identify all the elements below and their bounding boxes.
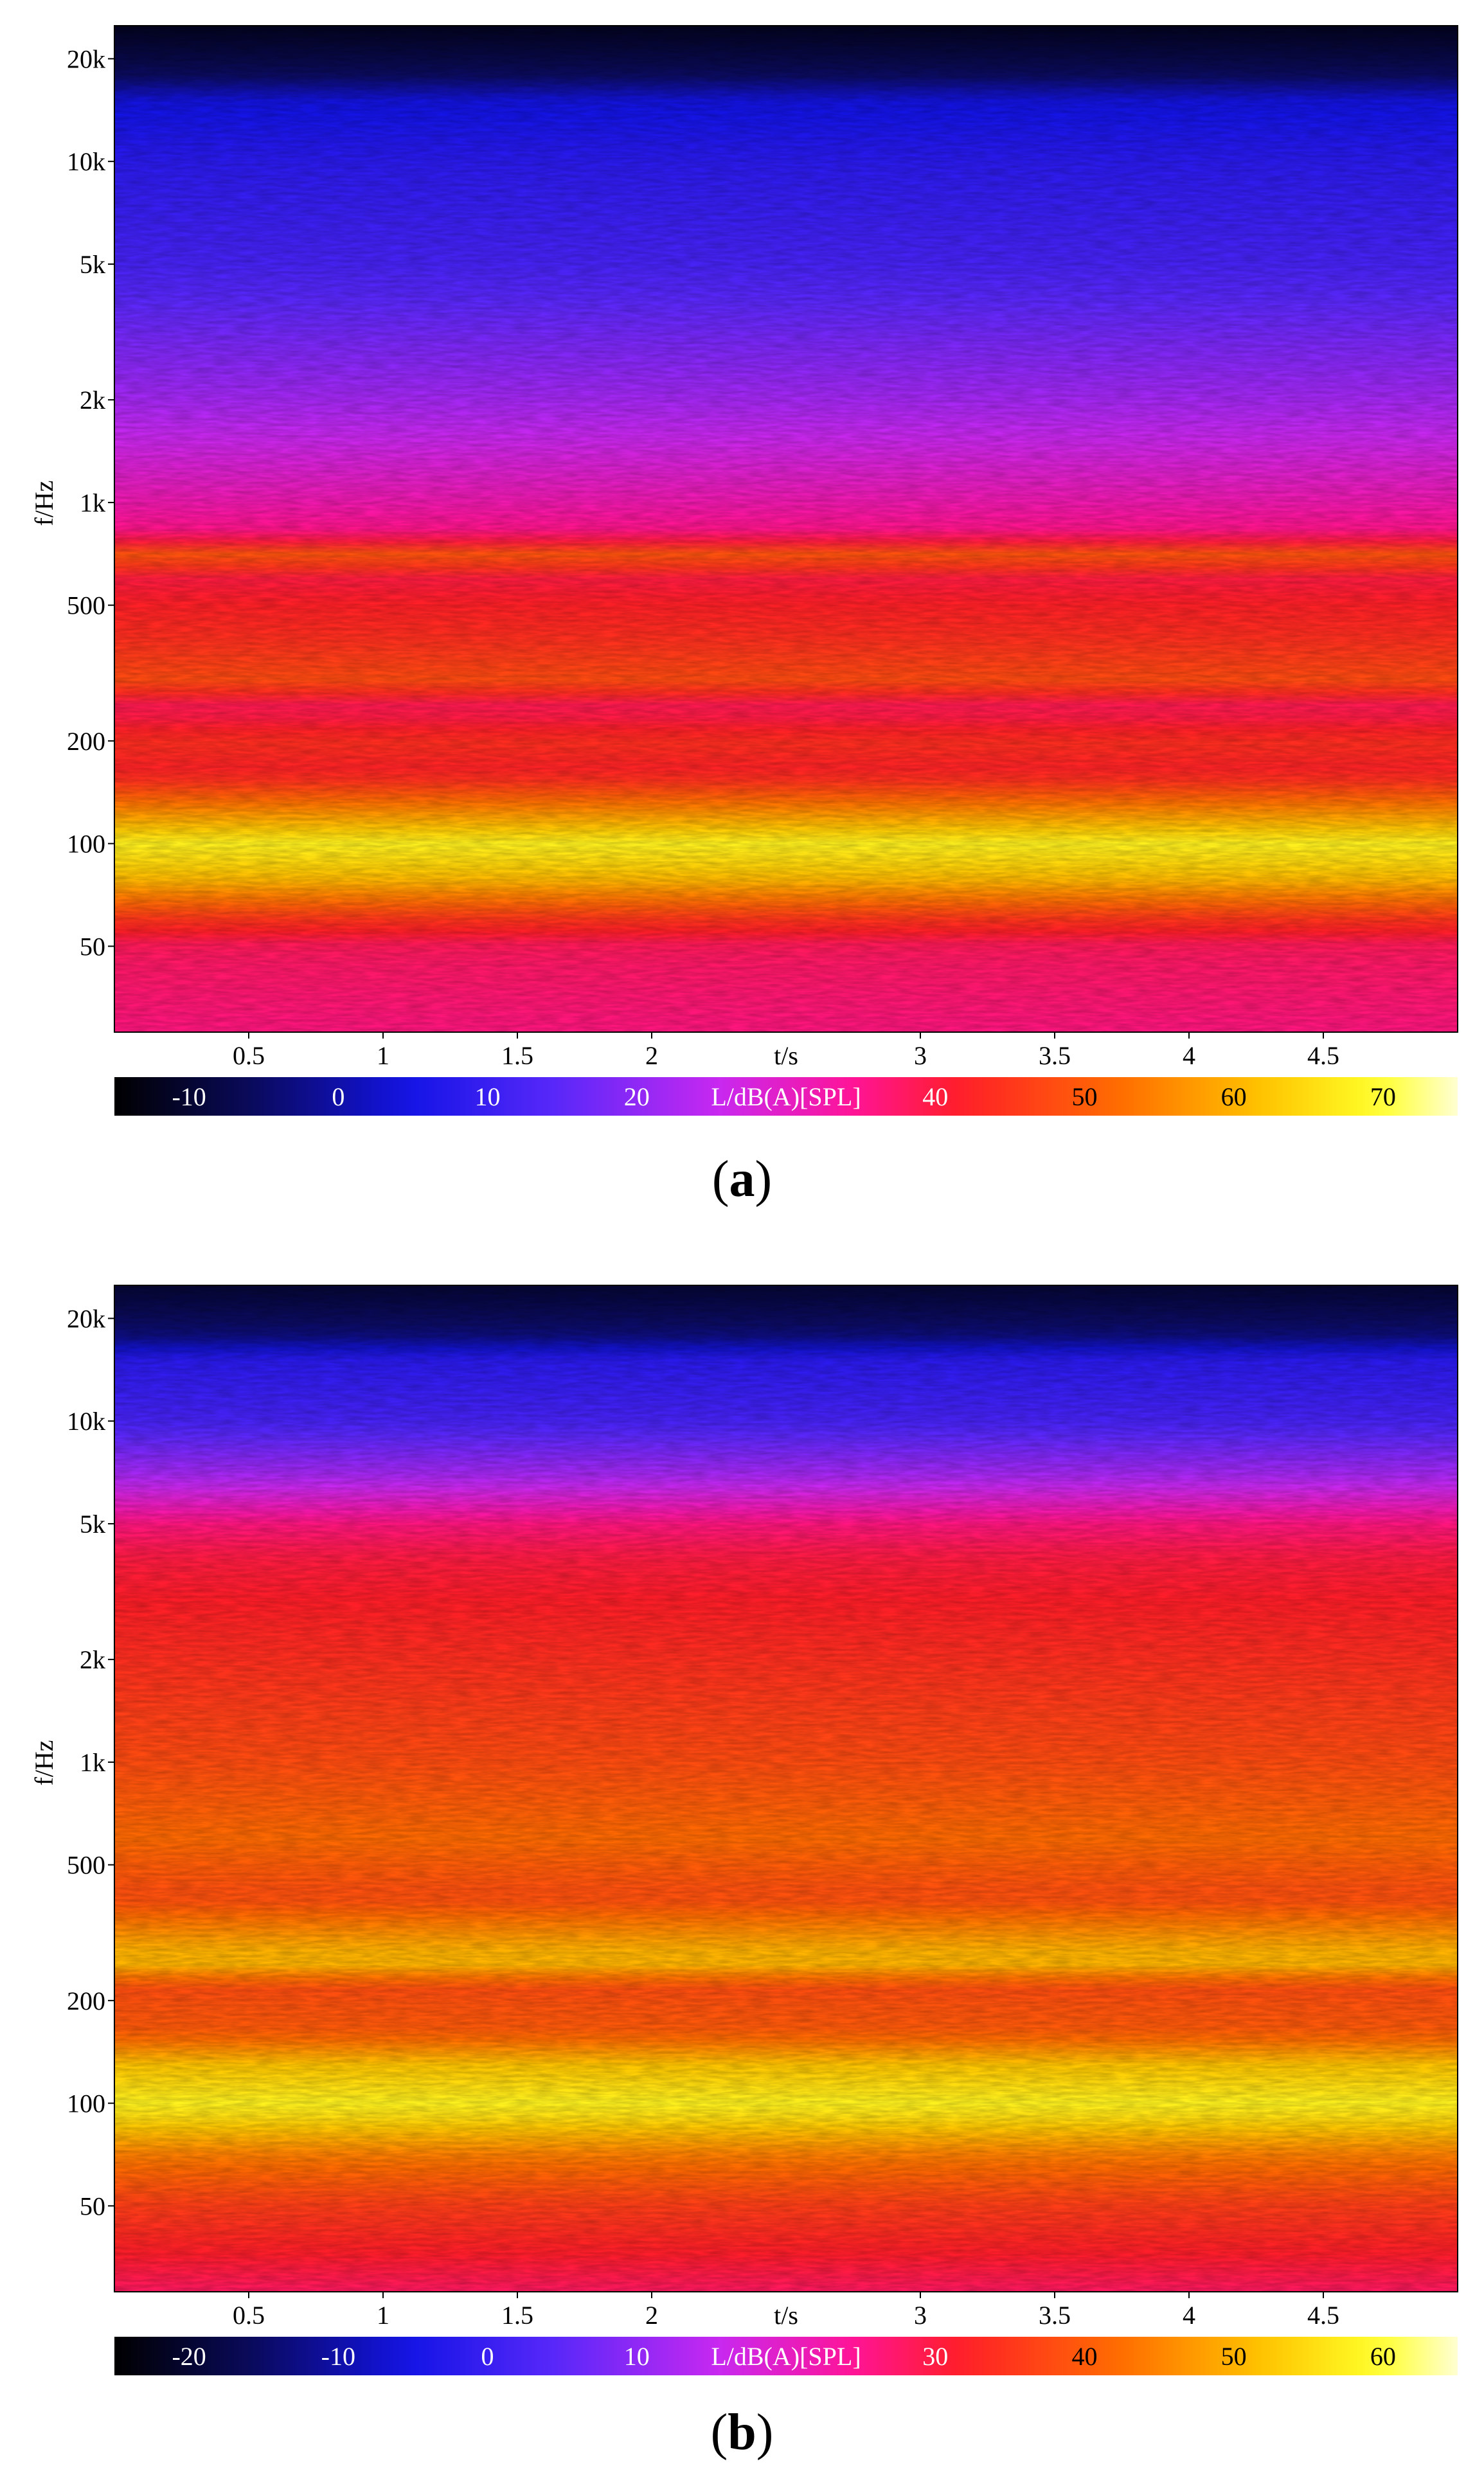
- colorbar-tick-label: 50: [1071, 1082, 1097, 1111]
- colorbar: [114, 2337, 1458, 2375]
- x-tick-label: 3: [914, 2301, 927, 2330]
- colorbar-tick-label: 20: [624, 1082, 650, 1111]
- colorbar-label: L/dB(A)[SPL]: [711, 2342, 861, 2371]
- y-tick-label: 2k: [80, 1645, 105, 1674]
- y-tick-label: 10k: [67, 1407, 105, 1436]
- colorbar-label: L/dB(A)[SPL]: [711, 1082, 861, 1111]
- colorbar-tick-label: -20: [172, 2342, 206, 2371]
- y-tick-label: 100: [67, 2089, 105, 2118]
- x-tick-label: 4.5: [1307, 2301, 1339, 2330]
- spectrogram-panel-a: 50 100 200 500 1k 2k 5k 10k 20k f/Hz 0.5 1 1.5 2 3 3.5 4…: [30, 25, 1458, 1208]
- x-tick-label: 3.5: [1039, 2301, 1071, 2330]
- colorbar-tick-label: 0: [332, 1082, 344, 1111]
- colorbar-tick-label: 40: [1071, 2342, 1097, 2371]
- x-tick-label: 2: [645, 2301, 658, 2330]
- y-tick-label: 50: [80, 932, 105, 961]
- y-tick-label: 200: [67, 727, 105, 756]
- colorbar-tick-label: -10: [172, 1082, 206, 1111]
- caption-b: (b): [710, 2404, 774, 2461]
- x-tick-label: 1.5: [501, 2301, 533, 2330]
- spectrogram-panel-b: 50 100 200 500 1k 2k 5k 10k 20k f/Hz 0.5 1 1.5 2 3 3.5 4…: [0, 1260, 1484, 2491]
- colorbar-tick-label: 70: [1370, 1082, 1396, 1111]
- y-tick-label: 1k: [80, 1748, 105, 1777]
- x-tick-label: 2: [645, 1041, 658, 1070]
- y-tick-label: 10k: [67, 147, 105, 176]
- spectrogram-texture: [114, 1285, 1458, 2292]
- colorbar-tick-label: -10: [321, 2342, 355, 2371]
- colorbar-tick-label: 0: [481, 2342, 494, 2371]
- y-tick-label: 20k: [67, 44, 105, 73]
- colorbar: [114, 1077, 1458, 1116]
- colorbar-tick-label: 10: [475, 1082, 501, 1111]
- x-tick-label: 4.5: [1307, 1041, 1339, 1070]
- y-tick-label: 500: [67, 591, 105, 620]
- x-tick-label: 4: [1183, 2301, 1195, 2330]
- y-axis-label: f/Hz: [30, 480, 58, 526]
- caption-a: (a): [711, 1151, 773, 1208]
- colorbar-tick-label: 50: [1221, 2342, 1247, 2371]
- x-tick-label: 0.5: [233, 1041, 265, 1070]
- caption-a-letter: a: [729, 1151, 755, 1208]
- y-tick-label: 500: [67, 1851, 105, 1880]
- y-tick-label: 50: [80, 2192, 105, 2220]
- y-tick-label: 1k: [80, 488, 105, 517]
- plot-frame: [114, 25, 1458, 1033]
- y-tick-label: 20k: [67, 1304, 105, 1333]
- spectrogram-texture: [114, 26, 1458, 1032]
- x-tick-label: 3.5: [1039, 1041, 1071, 1070]
- x-tick-label: 0.5: [233, 2301, 265, 2330]
- y-tick-label: 2k: [80, 386, 105, 415]
- y-axis-label: f/Hz: [30, 1740, 58, 1785]
- y-tick-label: 100: [67, 830, 105, 859]
- y-tick-label: 5k: [80, 250, 105, 279]
- x-axis-label: t/s: [774, 1041, 798, 1070]
- colorbar-tick-label: 10: [624, 2342, 650, 2371]
- x-tick-label: 1.5: [501, 1041, 533, 1070]
- colorbar-tick-label: 60: [1370, 2342, 1396, 2371]
- colorbar-tick-label: 60: [1221, 1082, 1247, 1111]
- y-tick-label: 200: [67, 1987, 105, 2015]
- caption-b-letter: b: [728, 2404, 756, 2461]
- x-tick-label: 3: [914, 1041, 927, 1070]
- colorbar-tick-label: 30: [922, 2342, 948, 2371]
- x-tick-label: 1: [377, 1041, 389, 1070]
- x-axis-label: t/s: [774, 2301, 798, 2330]
- x-tick-label: 1: [377, 2301, 389, 2330]
- plot-frame: [114, 1285, 1458, 2292]
- colorbar-tick-label: 40: [922, 1082, 948, 1111]
- y-tick-label: 5k: [80, 1510, 105, 1539]
- x-tick-label: 4: [1183, 1041, 1195, 1070]
